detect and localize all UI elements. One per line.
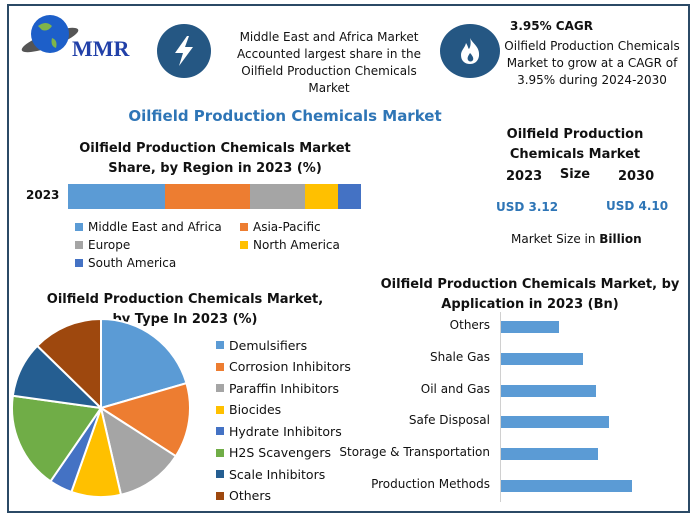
market-size-value-2030: USD 4.10	[606, 199, 669, 213]
region-legend-item: Europe	[75, 236, 240, 254]
market-size-note: Market Size in Billion	[511, 232, 642, 246]
pie-slice	[11, 394, 103, 483]
legend-label: North America	[253, 238, 340, 252]
legend-swatch	[216, 470, 224, 478]
type-legend-item: Biocides	[216, 401, 351, 419]
legend-swatch	[216, 362, 224, 371]
application-bar	[501, 321, 560, 333]
region-segment	[68, 184, 165, 209]
legend-label: Middle East and Africa	[88, 220, 222, 234]
market-size-title: Oilfield Production Chemicals Market Siz…	[506, 127, 644, 182]
region-legend-item: Middle East and Africa	[75, 218, 240, 236]
application-label: Others	[449, 318, 490, 332]
pie-slice	[99, 405, 178, 496]
type-legend-item: Corrosion Inhibitors	[216, 358, 351, 376]
legend-swatch	[240, 223, 248, 231]
legend-label: Scale Inhibitors	[229, 466, 326, 482]
application-bar	[501, 352, 584, 365]
type-legend-item: Scale Inhibitors	[216, 465, 351, 483]
legend-label: Paraffin Inhibitors	[229, 380, 340, 396]
type-legend: Demulsifiers Corrosion Inhibitors Paraffin…	[216, 336, 351, 505]
legend-swatch	[240, 241, 248, 249]
application-label: Safe Disposal	[408, 413, 490, 428]
region-chart-title: Oilfield Production Chemicals Market Sha…	[79, 141, 351, 176]
type-legend-item: Others	[216, 487, 351, 505]
type-legend-item: Demulsifiers	[216, 336, 351, 354]
main-title: Oilfield Production Chemicals Market	[128, 107, 442, 125]
application-bar	[501, 384, 596, 397]
logo-text: MMR	[72, 36, 130, 61]
legend-label: Corrosion Inhibitors	[229, 359, 351, 374]
application-axis-line	[500, 312, 501, 502]
legend-label: Hydrate Inhibitors	[229, 423, 342, 439]
pie-slice	[98, 381, 191, 458]
region-stacked-bar	[68, 184, 361, 209]
legend-swatch	[75, 241, 83, 249]
type-legend-item: Hydrate Inhibitors	[216, 422, 351, 440]
legend-swatch	[216, 341, 224, 349]
flame-icon	[440, 24, 500, 78]
lightning-icon	[157, 24, 211, 78]
market-size-unit: Billion	[599, 232, 642, 246]
region-legend: Middle East and Africa Asia-Pacific Europe…	[75, 218, 355, 272]
type-legend-item: H2S Scavengers	[216, 444, 351, 462]
region-category-label: 2023	[26, 188, 60, 202]
legend-swatch	[216, 448, 224, 457]
type-chart-title: Oilfield Production Chemicals Market, by…	[46, 292, 324, 327]
cagr-text: Oilfield Production Chemicals Market to …	[504, 39, 680, 87]
application-label: Production Methods	[371, 477, 490, 491]
legend-swatch	[216, 384, 224, 392]
application-label: Oil and Gas	[420, 381, 490, 396]
region-segment	[164, 184, 250, 209]
legend-label: Asia-Pacific	[253, 220, 321, 234]
legend-label: South America	[88, 256, 177, 270]
legend-label: Demulsifiers	[229, 337, 308, 353]
region-legend-item: Asia-Pacific	[240, 218, 355, 236]
application-bar	[501, 480, 633, 492]
region-segment	[249, 184, 306, 209]
region-segment	[305, 184, 338, 209]
legend-swatch	[75, 223, 83, 231]
application-bar	[501, 448, 598, 461]
market-size-note-prefix: Market Size in	[511, 232, 600, 246]
type-legend-item: Paraffin Inhibitors	[216, 379, 351, 397]
legend-swatch	[216, 427, 224, 435]
application-label: Storage & Transportation	[339, 445, 490, 460]
legend-label: Others	[229, 488, 272, 503]
legend-swatch	[216, 405, 224, 414]
legend-label: Biocides	[229, 402, 282, 417]
infographic-frame	[7, 4, 690, 513]
highlight-text: Middle East and Africa Market Accounted …	[237, 30, 421, 95]
legend-swatch	[75, 259, 83, 267]
application-bar	[501, 416, 609, 429]
application-chart-title: Oilfield Production Chemicals Market, by…	[380, 277, 680, 312]
pie-slice	[35, 317, 102, 411]
market-size-value-2023: USD 3.12	[496, 200, 559, 214]
market-size-year-2030: 2030	[618, 169, 655, 184]
mmr-logo: MMR	[14, 12, 140, 64]
cagr-title: 3.95% CAGR	[510, 19, 593, 33]
market-size-year-2023: 2023	[506, 169, 543, 184]
application-bar-chart: Others Shale Gas Oil and Gas Safe Disposal S…	[330, 310, 690, 500]
region-segment	[337, 184, 361, 209]
legend-label: Europe	[88, 238, 131, 252]
legend-label: H2S Scavengers	[229, 445, 332, 460]
application-label: Shale Gas	[429, 349, 490, 364]
pie-slice	[100, 317, 188, 410]
region-legend-item: South America	[75, 254, 240, 272]
region-legend-item: North America	[240, 236, 355, 254]
legend-swatch	[216, 491, 224, 500]
type-pie-chart	[11, 317, 191, 498]
